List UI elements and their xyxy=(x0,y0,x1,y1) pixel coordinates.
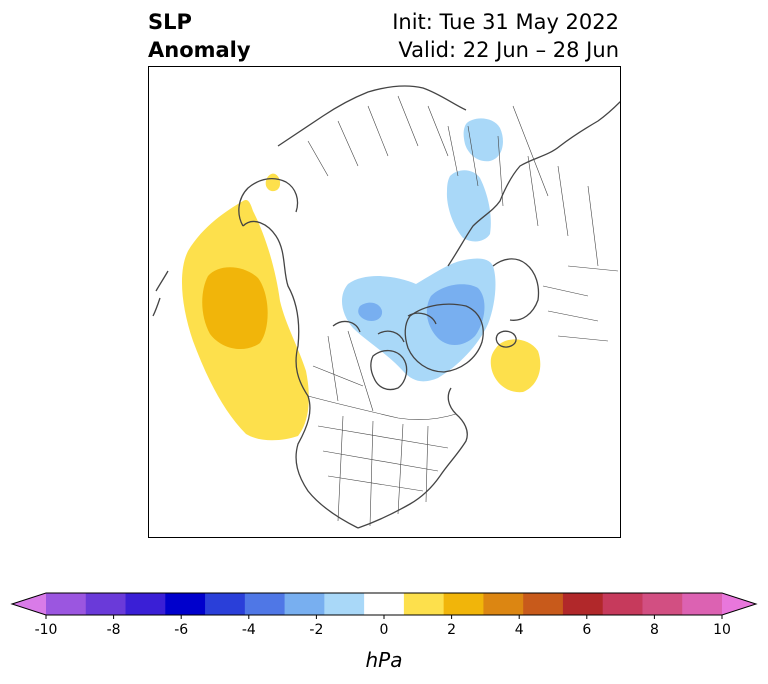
colorbar-unit-label: hPa xyxy=(366,648,403,672)
border-canada-provinces xyxy=(312,330,374,412)
colorbar-box xyxy=(244,593,286,615)
colorbar-tick-label: 10 xyxy=(713,622,731,638)
init-date: Init: Tue 31 May 2022 xyxy=(392,10,619,34)
coastline-hudson-bay xyxy=(370,349,408,391)
colorbar-tick-label: -8 xyxy=(107,622,121,638)
political-borders xyxy=(307,95,619,527)
colorbar-box xyxy=(562,593,604,615)
negative-anomaly-arctic-core xyxy=(426,284,485,345)
colorbar-tick-label: -6 xyxy=(174,622,188,638)
colorbar-tick-label: 4 xyxy=(515,622,524,638)
coastline-japan xyxy=(152,270,169,317)
map-frame xyxy=(148,66,621,538)
colorbar-box xyxy=(284,593,325,615)
coastline-north-america-west xyxy=(242,220,359,529)
coastline-alaska xyxy=(238,177,299,227)
variable-title: SLP Anomaly xyxy=(148,8,251,64)
colorbar-segments xyxy=(10,592,758,616)
coastlines xyxy=(152,85,621,529)
negative-anomaly-beaufort-core xyxy=(358,302,383,321)
coastline-greenland xyxy=(404,303,484,373)
valid-range: Valid: 22 Jun – 28 Jun xyxy=(398,38,619,62)
colorbar-extend-max xyxy=(722,593,756,615)
positive-anomaly-north-atlantic xyxy=(490,339,541,393)
colorbar-tick-label: -2 xyxy=(309,622,323,638)
coastline-scandinavia xyxy=(492,258,540,321)
colorbar-extend-min xyxy=(12,593,46,615)
date-title: Init: Tue 31 May 2022 Valid: 22 Jun – 28… xyxy=(392,8,619,64)
colorbar-box xyxy=(165,593,206,615)
negative-anomaly-siberia xyxy=(446,170,491,242)
positive-anomaly-yukon xyxy=(265,173,281,192)
anomaly-shading xyxy=(181,118,541,441)
colorbar-box xyxy=(403,593,445,615)
colorbar-box xyxy=(602,593,643,615)
coastline-iceland xyxy=(495,330,517,348)
colorbar-box xyxy=(205,593,246,615)
colorbar: -10 -8 -6 -4 -2 0 2 4 6 8 10 hPa xyxy=(10,592,758,672)
colorbar-box xyxy=(125,593,166,615)
positive-anomaly-pacific-core xyxy=(202,267,268,350)
negative-anomaly-ural xyxy=(463,118,503,162)
coastline-north-america-east xyxy=(357,387,468,529)
colorbar-tick-label: -4 xyxy=(242,622,256,638)
border-russia-regions xyxy=(307,95,599,267)
colorbar-box xyxy=(642,593,683,615)
colorbar-box xyxy=(364,593,405,615)
border-us-canada xyxy=(307,395,457,420)
colorbar-box xyxy=(483,593,524,615)
colorbar-tick-label: 2 xyxy=(447,622,456,638)
colorbar-tick-label: 8 xyxy=(650,622,659,638)
colorbar-box xyxy=(85,593,127,615)
variable-title-line1: SLP xyxy=(148,10,192,34)
colorbar-tick-label: 0 xyxy=(380,622,389,638)
colorbar-ticks: -10 -8 -6 -4 -2 0 2 4 6 8 10 xyxy=(35,615,731,638)
colorbar-tick-label: -10 xyxy=(35,622,58,638)
colorbar-box xyxy=(46,593,87,615)
map-panel xyxy=(148,66,621,538)
colorbar-box xyxy=(523,593,564,615)
coastline-eurasia-north xyxy=(447,100,621,267)
colorbar-box xyxy=(682,593,723,615)
colorbar-box xyxy=(324,593,365,615)
variable-title-line2: Anomaly xyxy=(148,38,251,62)
colorbar-box xyxy=(443,593,484,615)
border-europe xyxy=(542,265,619,342)
border-us-states xyxy=(317,415,449,527)
coastline-siberia-east xyxy=(277,85,467,147)
colorbar-tick-label: 6 xyxy=(582,622,591,638)
